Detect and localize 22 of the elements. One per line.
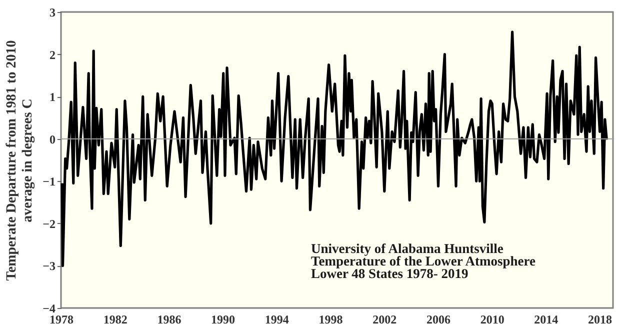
y-axis-title: Temperate Departure from 1981 to 2010 average in degrees C: [4, 40, 36, 281]
x-tick-label: 1998: [318, 312, 343, 326]
y-tick-label: −4: [42, 302, 56, 316]
annotation: University of Alabama Huntsville: [311, 241, 504, 256]
y-tick-label: 2: [50, 48, 56, 62]
x-tick-label: 2002: [372, 312, 397, 326]
x-tick-label: 2010: [480, 312, 504, 326]
x-tick-label: 2006: [426, 312, 450, 326]
y-tick-label: 0: [50, 132, 56, 146]
y-tick-label: −3: [42, 259, 56, 274]
y-tick-label: −2: [42, 216, 56, 231]
x-tick-label: 2018: [588, 312, 612, 326]
x-tick-label: 1990: [211, 312, 236, 326]
y-tick-label: 3: [50, 6, 56, 20]
y-tick-label: −1: [42, 174, 56, 189]
x-tick-label: 2014: [534, 312, 558, 326]
y-tick-label: 1: [50, 90, 56, 104]
line-series: [60, 30, 608, 268]
x-tick-label: 1986: [157, 312, 182, 326]
x-tick-label: 1982: [103, 312, 128, 326]
x-tick-label: 1994: [264, 312, 289, 326]
x-tick-label: 1978: [50, 312, 74, 326]
